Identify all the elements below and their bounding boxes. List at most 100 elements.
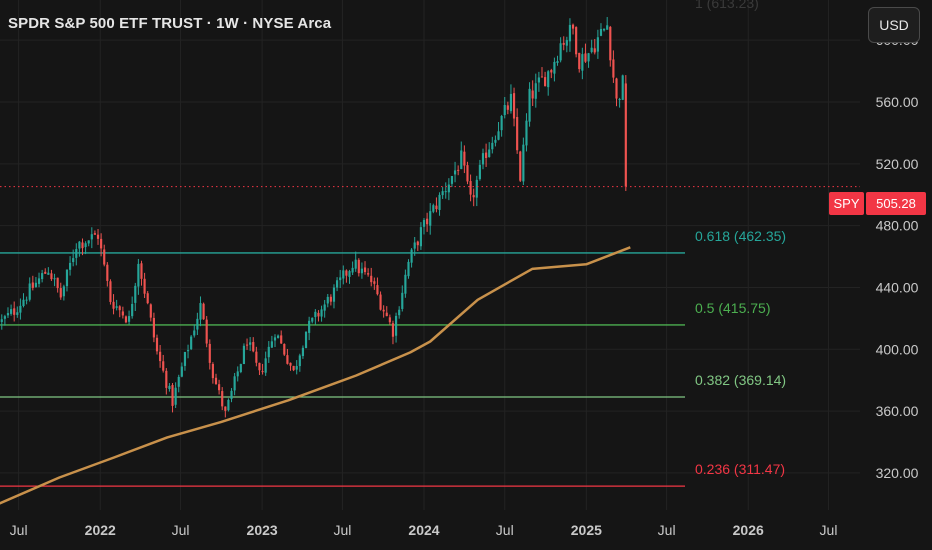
candle-body <box>103 249 106 265</box>
candle-body <box>407 261 410 277</box>
candle-body <box>419 227 422 247</box>
candle-body <box>255 351 258 363</box>
candle-body <box>78 241 81 249</box>
candle-body <box>53 278 56 280</box>
candle-body <box>394 315 398 336</box>
candle-body <box>345 270 348 276</box>
candle-body <box>286 355 289 364</box>
candle-body <box>469 181 472 195</box>
moving-average <box>0 246 631 505</box>
candle-body <box>481 153 485 165</box>
x-axis-tick-label: Jul <box>172 522 190 538</box>
x-axis-tick-label: 2024 <box>408 522 439 538</box>
candle-body <box>351 267 354 273</box>
candle-body <box>211 363 214 379</box>
candle-body <box>612 59 615 78</box>
candle-body <box>565 40 568 46</box>
candle-body <box>624 83 627 187</box>
candle-body <box>453 170 457 175</box>
y-axis-tick-label: 400.00 <box>876 341 919 357</box>
candle-body <box>106 264 109 281</box>
candle-body <box>134 285 137 303</box>
candle-body <box>357 259 360 274</box>
candle-body <box>96 234 100 239</box>
candle-body <box>124 316 128 323</box>
x-axis[interactable]: Jul 2022 Jul 2023 Jul 2024 Jul 2025 Jul 2026 Jul <box>10 522 838 538</box>
candle-body <box>171 385 174 406</box>
candle-body <box>512 93 516 119</box>
candle-body <box>115 306 118 308</box>
fibonacci-levels: 1 (613.23) 0.618 (462.35) 0.5 (415.75) 0.38… <box>0 0 786 487</box>
candle-body <box>93 233 97 235</box>
candle-body <box>233 376 236 391</box>
candle-body <box>599 28 603 36</box>
candle-body <box>190 336 193 350</box>
candle-body <box>205 319 208 344</box>
candle-body <box>416 241 419 246</box>
candle-body <box>348 271 351 277</box>
chart-title: SPDR S&P 500 ETF TRUST · 1W · NYSE Arca <box>8 15 332 32</box>
candle-body <box>112 301 115 309</box>
candle-body <box>575 27 578 55</box>
candle-body <box>277 335 280 338</box>
candle-body <box>606 25 609 30</box>
candle-body <box>562 42 565 45</box>
candle-body <box>432 205 435 212</box>
candle-body <box>317 312 320 317</box>
candle-body <box>0 319 3 322</box>
candle-body <box>127 316 131 322</box>
candle-body <box>339 277 342 281</box>
fib-level-label: 0.236 (311.47) <box>695 461 785 477</box>
candle-body <box>370 275 373 283</box>
y-axis-tick-label: 360.00 <box>876 403 919 419</box>
candle-body <box>401 292 404 309</box>
candle-body <box>50 273 53 280</box>
candle-body <box>249 342 252 345</box>
candle-body <box>320 309 323 317</box>
candle-body <box>19 305 22 313</box>
candle-body <box>245 344 249 346</box>
candle-body <box>525 120 528 146</box>
candle-body <box>75 249 78 258</box>
candle-body <box>422 219 426 227</box>
y-axis-tick-label: 560.00 <box>876 94 919 110</box>
candle-body <box>131 303 134 317</box>
x-axis-tick-label: 2022 <box>85 522 116 538</box>
candle-body <box>497 131 500 140</box>
candle-body <box>152 317 155 338</box>
candlestick-series <box>0 17 627 418</box>
candle-body <box>435 205 438 210</box>
candle-body <box>544 77 547 87</box>
candle-body <box>547 71 550 88</box>
candle-body <box>522 144 525 182</box>
candle-body <box>444 191 447 193</box>
candle-body <box>165 370 168 388</box>
candle-body <box>146 293 149 304</box>
candle-body <box>413 242 416 249</box>
candle-body <box>264 358 267 373</box>
candle-body <box>44 271 47 274</box>
x-axis-tick-label: 2026 <box>733 522 764 538</box>
candle-body <box>100 238 103 249</box>
candle-body <box>208 343 211 363</box>
candle-body <box>363 267 367 273</box>
candle-body <box>218 384 221 391</box>
candle-body <box>143 278 146 294</box>
candle-body <box>491 142 494 150</box>
candle-body <box>242 345 246 365</box>
candle-body <box>68 262 72 270</box>
candle-body <box>298 355 301 367</box>
candle-body <box>174 387 177 405</box>
candle-body <box>488 149 491 158</box>
candle-body <box>519 151 522 181</box>
candle-body <box>478 164 481 180</box>
candle-body <box>16 312 19 315</box>
candle-body <box>22 299 25 307</box>
candle-body <box>571 24 575 29</box>
y-axis-tick-label: 440.00 <box>876 279 919 295</box>
candle-body <box>224 406 227 411</box>
currency-button[interactable]: USD <box>868 7 920 43</box>
candle-body <box>376 285 379 295</box>
